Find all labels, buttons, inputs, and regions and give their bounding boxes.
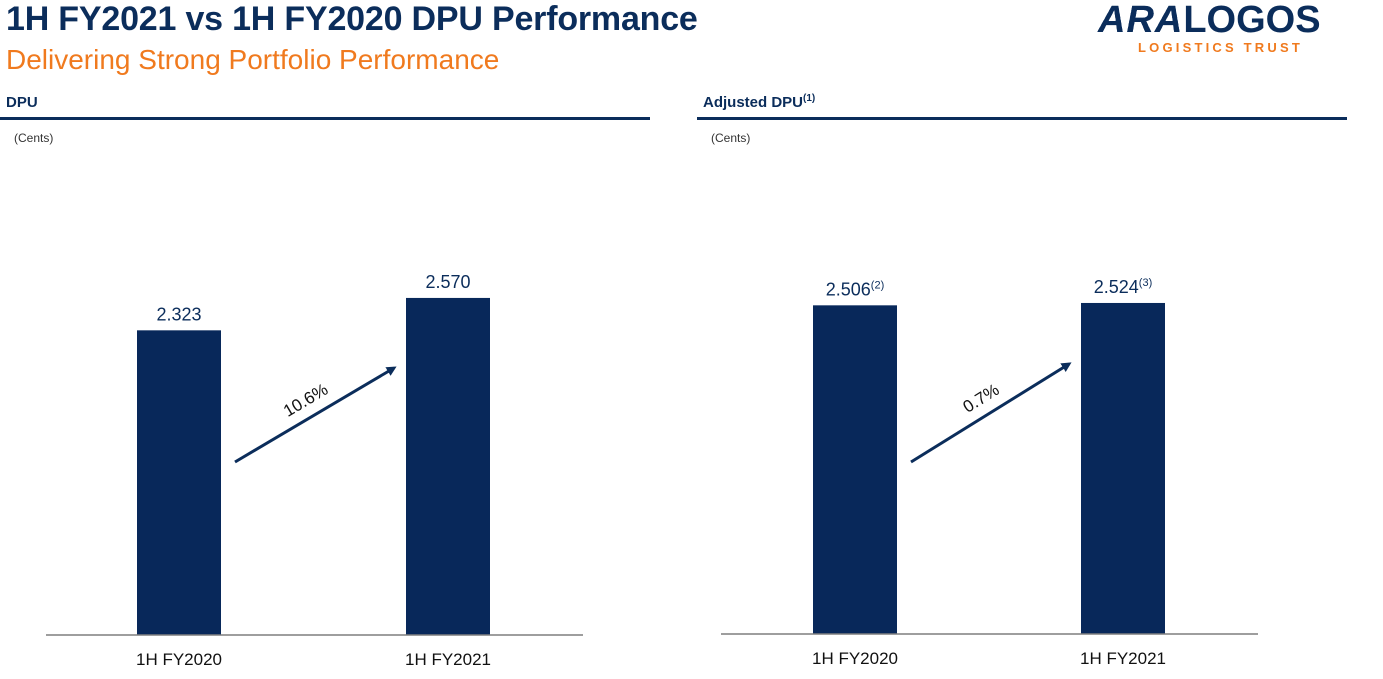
adjusted-dpu-chart: 2.506(2) 1H FY2020 2.524(3) 1H FY2021 0.7% <box>721 277 1258 668</box>
category-label: 1H FY2020 <box>136 650 222 669</box>
adjusted-dpu-chart-panel: Adjusted DPU(1) (Cents) 2.506(2) 1H FY202… <box>697 92 1347 679</box>
category-label: 1H FY2021 <box>1080 649 1166 668</box>
logo-logos-text: LOGOS <box>1183 0 1321 41</box>
growth-label: 0.7% <box>960 380 1003 417</box>
page-subtitle: Delivering Strong Portfolio Performance <box>6 44 500 75</box>
title-divider <box>697 117 1347 120</box>
value-label: 2.524(3) <box>1094 277 1153 297</box>
page-title: 1H FY2021 vs 1H FY2020 DPU Performance <box>6 0 698 38</box>
category-label: 1H FY2021 <box>405 650 491 669</box>
logo-tagline: LOGISTICS TRUST <box>1138 40 1303 55</box>
dpu-chart-panel: DPU (Cents) 2.323 1H FY2020 2.570 1H FY2021… <box>0 92 650 679</box>
value-label: 2.506(2) <box>826 279 885 299</box>
logo-wordmark: ARALOGOS <box>1098 0 1321 40</box>
value-label: 2.323 <box>156 304 201 324</box>
chart-title: DPU <box>6 94 38 111</box>
value-label: 2.570 <box>425 272 470 292</box>
title-divider <box>0 117 650 120</box>
category-label: 1H FY2020 <box>812 649 898 668</box>
dpu-chart: 2.323 1H FY2020 2.570 1H FY2021 10.6% <box>46 272 583 669</box>
unit-label: (Cents) <box>14 131 54 145</box>
bar-1h-fy2020 <box>137 330 221 635</box>
unit-label: (Cents) <box>711 131 751 145</box>
bar-1h-fy2021 <box>406 297 490 635</box>
bar-1h-fy2021 <box>1081 302 1165 634</box>
logo-ara-text: ARA <box>1098 0 1184 41</box>
chart-title: Adjusted DPU(1) <box>703 93 816 111</box>
growth-arrow <box>234 366 397 464</box>
growth-label: 10.6% <box>280 380 331 421</box>
growth-arrow <box>910 362 1072 464</box>
ara-logos-logo: ARALOGOS LOGISTICS TRUST <box>1098 0 1378 62</box>
bar-1h-fy2020 <box>813 305 897 634</box>
